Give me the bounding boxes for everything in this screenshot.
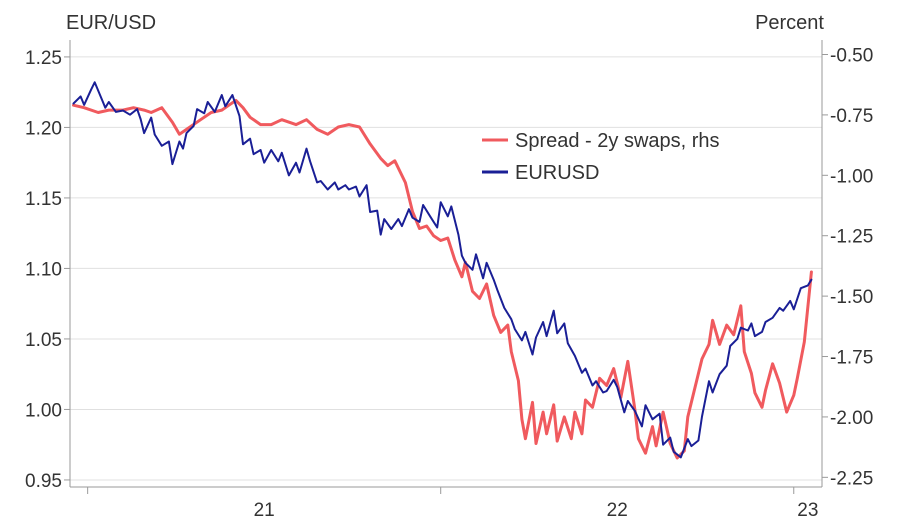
right-axis-ticks: -0.50 -0.75 -1.00 -1.25 -1.50 -1.75 -2.00 -2.25 [822, 45, 873, 489]
left-tick-label: 1.05 [25, 330, 62, 351]
right-tick-label: -0.50 [830, 45, 873, 66]
left-axis-ticks: 1.25 1.20 1.15 1.10 1.05 1.00 0.95 [25, 48, 70, 492]
left-axis-title: EUR/USD [66, 12, 156, 34]
legend-label-eurusd: EURUSD [515, 162, 599, 184]
axes [69, 40, 823, 488]
left-tick-label: 1.10 [25, 259, 62, 280]
right-tick-label: -1.25 [830, 227, 873, 248]
right-tick-label: -2.25 [830, 468, 873, 489]
right-tick-label: -1.00 [830, 166, 873, 187]
gridlines [70, 56, 822, 481]
right-tick-label: -0.75 [830, 106, 873, 127]
right-axis-title: Percent [755, 12, 824, 34]
series-lines [72, 81, 813, 460]
eurusd-series-line [72, 81, 813, 459]
x-tick-label: 21 [254, 500, 275, 521]
spread-series-line [72, 98, 813, 460]
x-axis-ticks: 21 22 23 [87, 487, 818, 521]
left-tick-label: 1.00 [25, 400, 62, 421]
right-tick-label: -1.75 [830, 348, 873, 369]
right-tick-label: -1.50 [830, 287, 873, 308]
x-tick-label: 22 [607, 500, 628, 521]
legend-label-spread: Spread - 2y swaps, rhs [515, 130, 720, 152]
left-tick-label: 1.20 [25, 118, 62, 139]
right-tick-label: -2.00 [830, 408, 873, 429]
x-tick-label: 23 [797, 500, 818, 521]
left-tick-label: 1.15 [25, 189, 62, 210]
left-tick-label: 0.95 [25, 471, 62, 492]
legend: Spread - 2y swaps, rhs EURUSD [482, 130, 720, 184]
left-tick-label: 1.25 [25, 48, 62, 69]
